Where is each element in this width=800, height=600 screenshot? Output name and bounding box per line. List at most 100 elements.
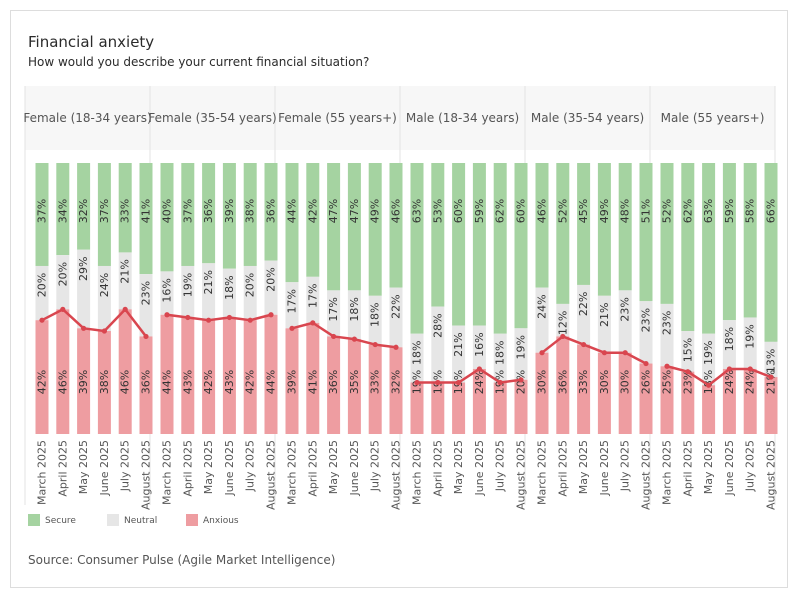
label-neutral: 18% [348, 297, 361, 321]
bar-secure [160, 163, 174, 272]
label-secure: 34% [56, 199, 69, 223]
anxious-point [331, 333, 337, 340]
label-anxious: 39% [286, 370, 299, 394]
panel-title: Female (55 years+) [278, 111, 397, 125]
anxious-point [310, 320, 316, 326]
legend-swatch-neutral [107, 514, 119, 526]
label-secure: 45% [577, 199, 590, 223]
month-label: August 2025 [515, 440, 528, 510]
bar-neutral [389, 287, 403, 348]
label-neutral: 20% [36, 273, 49, 297]
label-secure: 46% [536, 199, 549, 223]
label-secure: 46% [390, 199, 403, 223]
panel-title: Male (18-34 years) [406, 111, 519, 125]
bar-neutral [118, 252, 132, 310]
bar-secure [514, 163, 528, 329]
bar-neutral [97, 265, 111, 332]
label-neutral: 23% [640, 308, 653, 332]
label-secure: 47% [327, 199, 340, 223]
label-anxious: 36% [140, 370, 153, 394]
bar-neutral [660, 303, 674, 367]
label-anxious: 46% [56, 370, 69, 394]
bar-secure [306, 163, 320, 277]
label-anxious: 18% [702, 370, 715, 394]
bar-secure [139, 163, 153, 275]
month-label: April 2025 [681, 440, 694, 497]
bar-secure [639, 163, 653, 302]
label-secure: 66% [765, 199, 778, 223]
bar-secure [35, 163, 49, 266]
bar-anxious [493, 382, 507, 434]
label-secure: 37% [181, 199, 194, 223]
anxious-point [664, 363, 670, 369]
label-neutral: 16% [161, 278, 174, 302]
month-label: April 2025 [431, 440, 444, 497]
month-label: March 2025 [661, 440, 674, 505]
label-secure: 38% [244, 199, 257, 223]
legend-label-secure: Secure [45, 516, 76, 526]
month-label: June 2025 [723, 440, 736, 496]
bar-neutral [202, 263, 216, 321]
label-neutral: 19% [744, 324, 757, 348]
bar-anxious [660, 366, 674, 434]
label-anxious: 43% [223, 370, 236, 394]
bar-anxious [389, 347, 403, 434]
bar-secure [368, 163, 382, 296]
label-neutral: 21% [119, 259, 132, 283]
bar-neutral [452, 325, 466, 383]
bar-neutral [77, 249, 91, 329]
bar-neutral [681, 331, 695, 372]
bar-neutral [56, 255, 70, 310]
month-label: May 2025 [77, 440, 90, 494]
bar-secure [327, 163, 341, 291]
label-neutral: 17% [286, 289, 299, 313]
bar-secure [722, 163, 736, 321]
anxious-point [185, 314, 191, 321]
bar-secure [493, 163, 507, 334]
label-secure: 36% [202, 199, 215, 223]
label-secure: 59% [473, 199, 486, 223]
bar-anxious [160, 314, 174, 434]
label-neutral: 13% [765, 349, 778, 373]
bar-anxious [431, 382, 445, 434]
legend-swatch-secure [28, 514, 40, 526]
bar-secure [97, 163, 111, 266]
anxious-point [351, 336, 357, 342]
month-label: June 2025 [598, 440, 611, 496]
label-neutral: 20% [56, 262, 69, 286]
month-label: June 2025 [98, 440, 111, 496]
label-anxious: 26% [640, 370, 653, 394]
anxious-point [143, 333, 149, 340]
bar-anxious [743, 368, 757, 434]
label-neutral: 16% [473, 332, 486, 356]
anxious-point [747, 366, 753, 372]
bar-secure [472, 163, 486, 326]
bar-anxious [222, 317, 236, 434]
bar-anxious [535, 352, 549, 434]
label-secure: 40% [161, 199, 174, 223]
label-neutral: 15% [681, 338, 694, 362]
bar-neutral [222, 268, 236, 318]
month-label: August 2025 [140, 440, 153, 510]
label-anxious: 24% [473, 370, 486, 394]
bar-anxious [702, 385, 716, 434]
bar-neutral [597, 295, 611, 353]
bar-secure [618, 163, 632, 291]
bar-anxious [306, 322, 320, 434]
anxious-point [164, 312, 170, 318]
label-neutral: 18% [369, 303, 382, 327]
bar-neutral [243, 265, 257, 321]
label-secure: 47% [348, 199, 361, 223]
bar-neutral [639, 301, 653, 364]
label-secure: 63% [411, 199, 424, 223]
anxious-point [706, 382, 712, 388]
financial-anxiety-chart: Female (18-34 years) 37% 20% 42% March 2025 3… [23, 86, 778, 526]
legend-label-anxious: Anxious [203, 516, 239, 526]
bar-neutral [327, 290, 341, 337]
label-anxious: 41% [306, 370, 319, 394]
month-label: August 2025 [265, 440, 278, 510]
bar-secure [535, 163, 549, 288]
bar-neutral [368, 295, 382, 345]
label-neutral: 28% [431, 313, 444, 337]
label-anxious: 21% [765, 370, 778, 394]
